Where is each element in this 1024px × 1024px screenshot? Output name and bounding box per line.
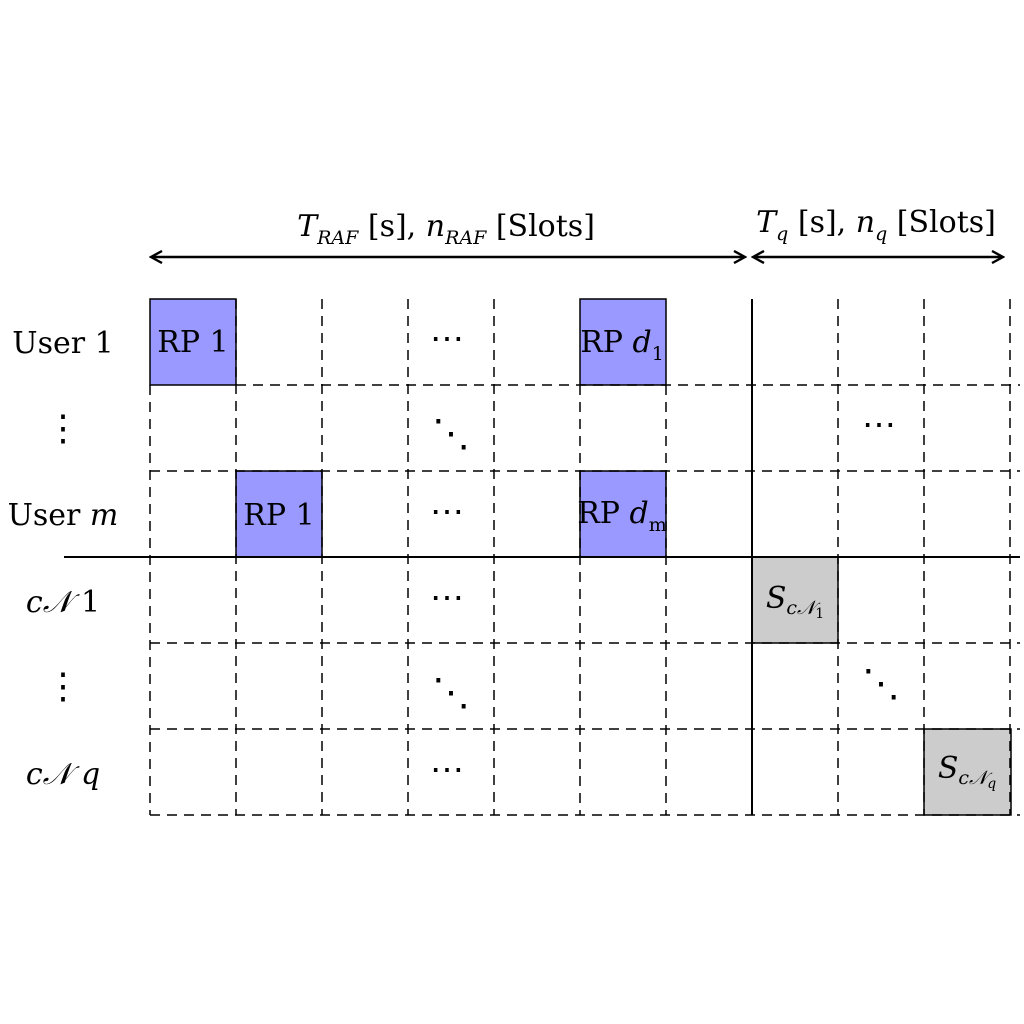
- hdots-queue-users: ⋯: [862, 405, 896, 445]
- ddots-queue: ⋱: [862, 661, 900, 705]
- row-label-cn1: c𝒩 1: [26, 585, 100, 620]
- cell-label-s-cn1: Sc𝒩1: [766, 581, 824, 622]
- cell-label-rp1-user1: RP 1: [157, 325, 228, 360]
- rp-cell-user1-first: [149, 298, 237, 386]
- q-header-label: Tq [s], nq [Slots]: [756, 205, 996, 245]
- ddots-cn: ⋱: [432, 670, 470, 714]
- cell-label-rp1-userm: RP 1: [243, 498, 314, 533]
- s-cell-cnq: [923, 728, 1012, 816]
- row-label-cnq: c𝒩 q: [26, 757, 100, 792]
- row-label-user-m: User m: [8, 498, 119, 533]
- s-cell-cn1: [751, 556, 839, 644]
- hdots-cnq: ⋯: [430, 750, 464, 790]
- cell-label-rpdm: RP dm: [577, 496, 667, 536]
- row-label-vdots-cn: ⋮: [45, 666, 81, 707]
- rp-cell-user1-last: [579, 298, 667, 386]
- raf-header-label: TRAF [s], nRAF [Slots]: [297, 209, 595, 249]
- row-label-vdots-users: ⋮: [45, 408, 81, 449]
- hdots-userm: ⋯: [430, 492, 464, 532]
- rp-cell-userm-first: [235, 470, 323, 558]
- hdots-user1: ⋯: [430, 319, 464, 359]
- ddots-users: ⋱: [432, 411, 470, 455]
- hdots-cn1: ⋯: [430, 578, 464, 618]
- cell-label-rpd1: RP d1: [580, 325, 664, 365]
- row-label-user1: User 1: [12, 326, 113, 361]
- cell-label-s-cnq: Sc𝒩q: [938, 751, 996, 792]
